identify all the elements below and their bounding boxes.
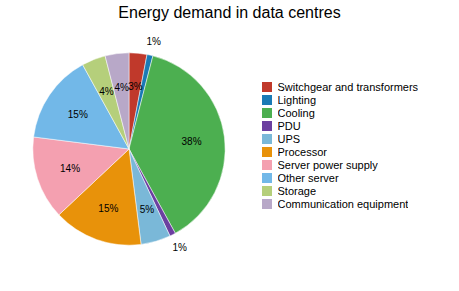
svg-text:4%: 4% xyxy=(114,82,129,93)
svg-text:15%: 15% xyxy=(68,109,88,120)
svg-text:15%: 15% xyxy=(98,203,118,214)
svg-text:38%: 38% xyxy=(181,136,201,147)
svg-text:5%: 5% xyxy=(140,204,155,215)
html-text:Switchgear and transformers: Switchgear and transformers xyxy=(277,81,419,94)
html-text:Lighting: Lighting xyxy=(277,94,316,107)
html-text:Other server: Other server xyxy=(277,172,339,185)
html-text:Cooling: Cooling xyxy=(277,107,315,120)
html-text:UPS: UPS xyxy=(277,133,301,146)
html-text:Server power supply: Server power supply xyxy=(277,159,378,172)
svg-text:1%: 1% xyxy=(172,242,187,253)
svg-text:1%: 1% xyxy=(146,36,161,47)
html-text:Communication equipment: Communication equipment xyxy=(277,198,409,211)
html-text:Energy demand in data centres: Energy demand in data centres xyxy=(118,4,341,21)
svg-text:4%: 4% xyxy=(99,86,114,97)
html-text:Processor: Processor xyxy=(277,146,327,159)
svg-text:3%: 3% xyxy=(128,81,143,92)
html-text:PDU: PDU xyxy=(277,120,301,133)
svg-text:14%: 14% xyxy=(60,163,80,174)
html-text:Storage: Storage xyxy=(277,185,316,198)
